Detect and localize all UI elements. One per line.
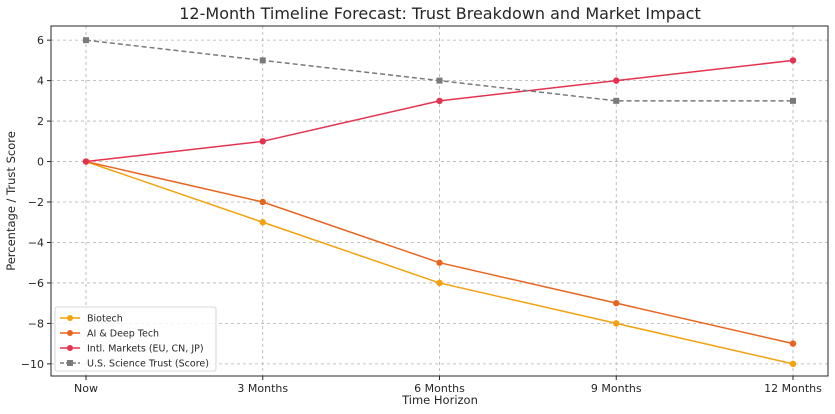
data-point xyxy=(613,320,620,327)
data-point xyxy=(436,97,443,105)
data-point xyxy=(259,57,266,64)
legend-item: U.S. Science Trust (Score) xyxy=(60,359,209,370)
data-point xyxy=(789,57,797,64)
data-point xyxy=(436,279,443,287)
y-axis-label: Percentage / Trust Score xyxy=(4,131,18,271)
data-point xyxy=(613,97,620,104)
legend-label: AI & Deep Tech xyxy=(87,329,159,340)
y-tick-label: −2 xyxy=(28,196,44,209)
x-tick-label: 6 Months xyxy=(414,382,465,395)
data-point xyxy=(789,360,797,368)
legend-item: AI & Deep Tech xyxy=(60,329,159,340)
legend-label: Biotech xyxy=(87,314,123,325)
legend-item: Biotech xyxy=(60,314,123,325)
x-tick-label: 12 Months xyxy=(764,382,822,395)
data-point xyxy=(82,158,90,165)
y-tick-label: −10 xyxy=(21,358,44,371)
x-tick-label: 9 Months xyxy=(591,382,642,395)
x-tick-label: Now xyxy=(74,382,98,395)
x-tick-label: 3 Months xyxy=(237,382,288,395)
y-tick-label: 4 xyxy=(37,75,44,88)
legend-marker xyxy=(67,345,73,351)
y-tick-label: 2 xyxy=(37,115,44,128)
data-point xyxy=(259,198,266,206)
axis-ticks: 6 4 2 0 −2 −4 −6 −8 −10 Now 3 Months 6 Months 9 Mont… xyxy=(21,34,822,395)
data-point xyxy=(789,340,797,347)
legend-label: Intl. Markets (EU, CN, JP) xyxy=(87,344,204,355)
legend-marker xyxy=(67,330,73,336)
series-intl-markets-eu-cn-jp xyxy=(82,57,797,165)
legend: Biotech AI & Deep Tech Intl. Markets (EU, … xyxy=(54,306,217,372)
y-tick-label: −8 xyxy=(28,317,44,330)
legend-box xyxy=(54,306,217,372)
y-tick-label: −4 xyxy=(28,236,44,249)
y-tick-label: 0 xyxy=(37,156,44,169)
series-biotech xyxy=(82,158,797,368)
legend-marker xyxy=(67,315,73,321)
data-point xyxy=(83,37,89,44)
data-point xyxy=(436,259,443,266)
y-tick-label: −6 xyxy=(28,277,44,290)
y-tick-label: 6 xyxy=(37,34,44,47)
data-point xyxy=(790,97,796,104)
x-axis-label: Time Horizon xyxy=(401,393,478,407)
series-u-s-science-trust-score xyxy=(83,37,796,104)
legend-marker xyxy=(67,360,73,366)
legend-item: Intl. Markets (EU, CN, JP) xyxy=(60,344,204,355)
legend-label: U.S. Science Trust (Score) xyxy=(87,359,209,370)
data-point xyxy=(259,138,266,145)
data-point xyxy=(436,77,443,84)
series-layer xyxy=(82,37,797,368)
data-point xyxy=(613,299,620,307)
data-point xyxy=(613,77,620,84)
data-point xyxy=(259,219,266,226)
chart-title: 12-Month Timeline Forecast: Trust Breakd… xyxy=(179,4,700,23)
